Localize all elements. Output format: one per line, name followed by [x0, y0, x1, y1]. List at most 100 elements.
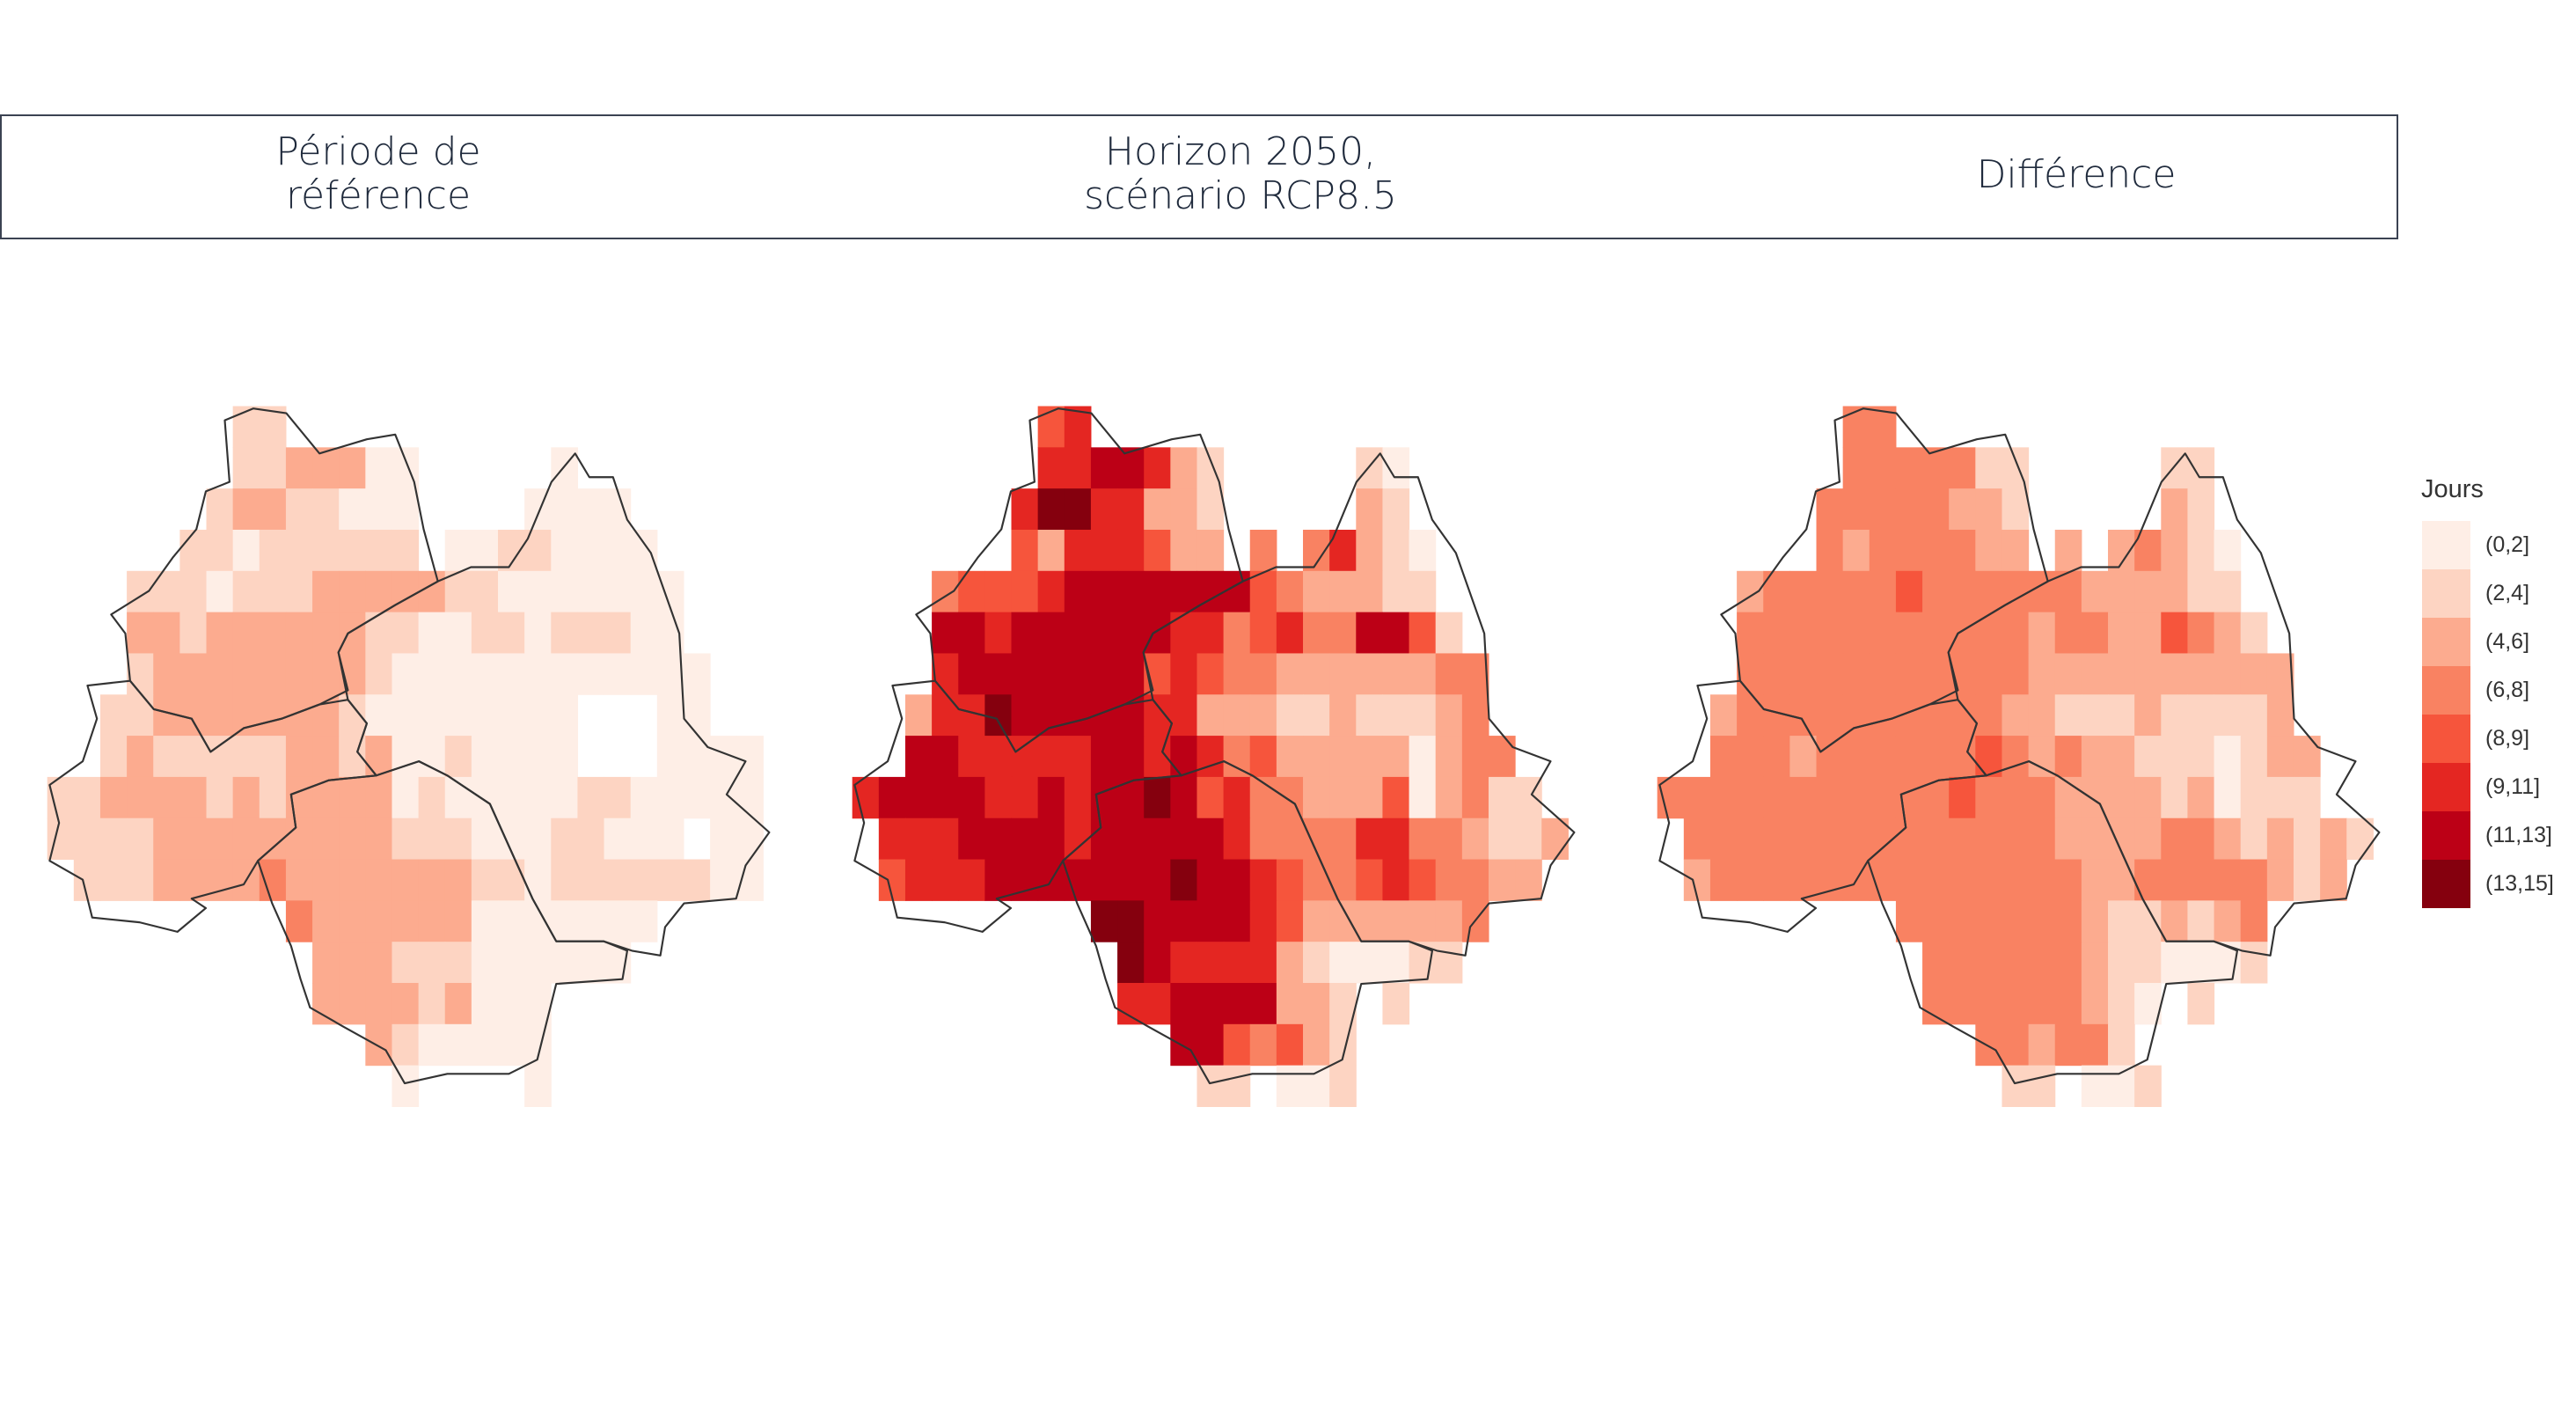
grid-cell	[2240, 694, 2268, 737]
grid-cell	[1816, 570, 1844, 613]
grid-cell	[1895, 736, 1923, 778]
grid-cell	[1249, 694, 1277, 737]
grid-cell	[1197, 1065, 1225, 1107]
grid-cell	[127, 736, 154, 778]
grid-cell	[365, 817, 393, 861]
grid-cell	[179, 776, 208, 819]
grid-cell	[2134, 694, 2162, 737]
grid-cell	[2028, 1023, 2056, 1067]
grid-cell	[392, 612, 420, 654]
grid-cell	[392, 529, 420, 572]
grid-cell	[1197, 653, 1225, 695]
grid-cell	[2266, 817, 2294, 861]
grid-cell	[259, 612, 287, 654]
grid-cell	[1090, 570, 1118, 613]
grid-cell	[551, 529, 578, 572]
grid-cell	[1488, 817, 1516, 861]
grid-cell	[1515, 859, 1542, 901]
grid-cell	[339, 817, 366, 861]
title-line: Période de	[275, 129, 481, 174]
grid-cell	[2293, 817, 2321, 861]
grid-cell	[1011, 859, 1039, 901]
grid-cell	[2108, 570, 2135, 613]
grid-cell	[339, 859, 366, 901]
grid-cell	[1276, 736, 1304, 778]
grid-cell	[1869, 612, 1897, 654]
grid-cell	[1869, 529, 1897, 572]
grid-cell	[1409, 942, 1437, 984]
grid-cell	[984, 694, 1013, 737]
grid-cell	[1197, 817, 1225, 861]
grid-cell	[1816, 694, 1844, 737]
grid-cell	[2161, 859, 2188, 901]
grid-cell	[551, 570, 578, 613]
grid-cell	[1409, 736, 1437, 778]
grid-cell	[1197, 694, 1225, 737]
grid-cell	[1197, 570, 1225, 613]
grid-cell	[2081, 612, 2109, 654]
grid-cell	[1975, 653, 2003, 695]
grid-cell	[2002, 900, 2030, 942]
grid-cell	[312, 900, 340, 942]
grid-cell	[1037, 570, 1065, 613]
grid-cell	[1064, 447, 1092, 489]
grid-cell	[285, 736, 313, 778]
grid-cell	[1922, 529, 1950, 572]
grid-cell	[1763, 612, 1790, 654]
grid-cell	[365, 447, 393, 489]
grid-cell	[1382, 859, 1410, 901]
grid-cell	[630, 570, 658, 613]
grid-cell	[1895, 612, 1923, 654]
grid-cell	[1409, 529, 1437, 572]
grid-cell	[206, 570, 234, 613]
title-line: Horizon 2050,	[1104, 129, 1377, 174]
grid-cell	[1064, 570, 1092, 613]
grid-cell	[1223, 736, 1251, 778]
grid-cell	[1144, 776, 1171, 819]
grid-cell	[524, 694, 552, 737]
grid-cell	[1117, 736, 1145, 778]
grid-cell	[878, 776, 906, 819]
grid-cell	[339, 942, 366, 984]
grid-cell	[1276, 942, 1304, 984]
grid-cell	[1922, 612, 1950, 654]
grid-cell	[1170, 1023, 1198, 1067]
grid-cell	[2214, 529, 2242, 572]
grid-cell	[2187, 529, 2215, 572]
grid-cell	[1789, 570, 1818, 613]
grid-cell	[604, 900, 632, 942]
grid-cell	[932, 694, 959, 737]
grid-cell	[1356, 736, 1383, 778]
grid-cell	[444, 817, 472, 861]
grid-cell	[1461, 694, 1489, 737]
grid-cell	[524, 776, 552, 819]
grid-cell	[471, 612, 499, 654]
grid-cell	[1922, 570, 1950, 613]
grid-cell	[1461, 653, 1489, 695]
grid-cell	[630, 900, 658, 942]
grid-cell	[984, 776, 1013, 819]
grid-cell	[1276, 694, 1304, 737]
grid-cell	[339, 529, 366, 572]
grid-cell	[1869, 570, 1897, 613]
grid-cell	[2054, 1023, 2082, 1067]
grid-cell	[471, 900, 499, 942]
grid-cell	[932, 570, 959, 613]
grid-cell	[2187, 736, 2215, 778]
grid-cell	[365, 653, 393, 695]
grid-cell	[1789, 859, 1818, 901]
grid-cell	[259, 570, 287, 613]
grid-cell	[179, 570, 208, 613]
grid-cell	[1037, 776, 1065, 819]
grid-cell	[206, 859, 234, 901]
grid-cell	[1409, 817, 1437, 861]
grid-cell	[1249, 942, 1277, 984]
grid-cell	[1329, 694, 1357, 737]
grid-cell	[1197, 529, 1225, 572]
grid-cell	[2320, 859, 2347, 901]
grid-cell	[312, 529, 340, 572]
grid-cell	[1922, 447, 1950, 489]
grid-cell	[2002, 1023, 2030, 1067]
grid-cell	[392, 859, 420, 901]
grid-cell	[958, 653, 985, 695]
